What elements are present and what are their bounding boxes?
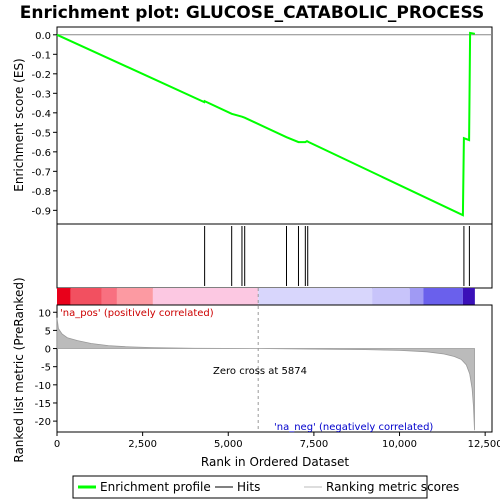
es-ylabel: Enrichment score (ES) xyxy=(12,58,26,191)
xtick-label: 7,500 xyxy=(300,439,329,450)
es-layer: 0.0 -0.1 -0.2 -0.3 -0.4 -0.5 -0.6 -0.7 -0.8 -0.9 xyxy=(31,31,492,217)
metric-ytick-label: 5 xyxy=(45,326,51,337)
heat-band xyxy=(423,288,463,305)
es-panel xyxy=(56,26,493,225)
es-ytick-label: -0.7 xyxy=(31,167,51,178)
es-ytick-label: -0.3 xyxy=(31,89,51,100)
heat-band xyxy=(372,288,410,305)
ranking-metric-area xyxy=(56,317,475,431)
xtick-label: 2,500 xyxy=(128,439,157,450)
heat-band xyxy=(462,288,475,305)
es-ytick-label: -0.5 xyxy=(31,128,51,139)
es-ytick-label: -0.9 xyxy=(31,206,51,217)
xtick-label: 12,500 xyxy=(468,439,500,450)
xtick-label: 10,000 xyxy=(382,439,417,450)
es-ytick-label: -0.8 xyxy=(31,187,51,198)
metric-ytick-label: -20 xyxy=(35,417,51,428)
metric-ytick-label: 0 xyxy=(45,345,51,356)
chart-title: Enrichment plot: GLUCOSE_CATABOLIC_PROCE… xyxy=(20,3,484,23)
zero-cross-label: Zero cross at 5874 xyxy=(213,366,307,377)
xtick-label: 5,000 xyxy=(214,439,243,450)
heat-band xyxy=(258,288,373,305)
metric-ytick-label: 10 xyxy=(38,308,51,319)
heat-band xyxy=(101,288,117,305)
pos-label: 'na_pos' (positively correlated) xyxy=(60,308,214,319)
es-ytick-label: -0.4 xyxy=(31,109,51,120)
heat-band xyxy=(116,288,153,305)
xtick-label: 0 xyxy=(54,439,60,450)
heat-band xyxy=(57,288,71,305)
metric-ytick-label: -5 xyxy=(41,363,51,374)
legend-label: Enrichment profile xyxy=(100,480,211,494)
legend-label: Hits xyxy=(237,480,260,494)
heat-band xyxy=(70,288,102,305)
es-ytick-label: 0.0 xyxy=(35,31,51,42)
legend-box xyxy=(72,475,428,499)
legend-label: Ranking metric scores xyxy=(326,480,459,494)
es-ytick-label: -0.6 xyxy=(31,148,51,159)
hits-panel xyxy=(56,223,493,289)
es-ytick-label: -0.2 xyxy=(31,70,51,81)
metric-ylabel: Ranked list metric (PreRanked) xyxy=(12,277,26,462)
es-ytick-label: -0.1 xyxy=(31,50,51,61)
heat-band xyxy=(152,288,259,305)
enrichment-profile-line xyxy=(56,31,476,217)
heat-band xyxy=(409,288,424,305)
metric-ytick-label: -10 xyxy=(35,381,51,392)
xlabel: Rank in Ordered Dataset xyxy=(201,455,349,469)
legend: Enrichment profile Hits Ranking metric sco… xyxy=(78,480,459,494)
hits-layer xyxy=(204,226,470,286)
metric-panel xyxy=(56,304,493,433)
rank-heatmap-strip xyxy=(57,288,475,305)
neg-label: 'na_neg' (negatively correlated) xyxy=(274,422,433,433)
metric-ytick-label: -15 xyxy=(35,399,51,410)
